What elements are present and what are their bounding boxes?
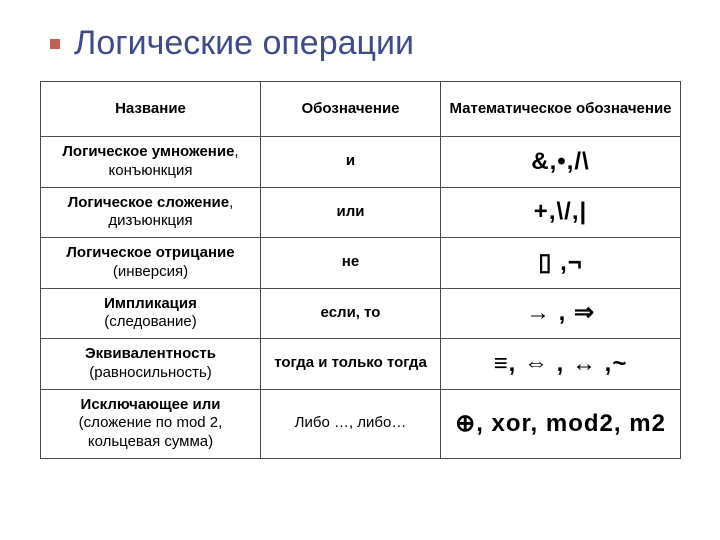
cell-name: Исключающее или(сложение по mod 2, кольц… [41, 389, 261, 458]
name-sub: конъюнкция [109, 162, 193, 179]
table-row: Логическое умножение,конъюнкция и &,•,/\ [41, 137, 681, 188]
designation-text: если, то [321, 304, 381, 321]
cell-name: Эквивалентность (равносильность) [41, 339, 261, 390]
table-header-row: Название Обозначение Математическое обоз… [41, 82, 681, 137]
table-row: Логическое отрицание (инверсия) не ▯ ,¬ [41, 238, 681, 289]
designation-text: Либо …, либо… [295, 414, 407, 431]
cell-math-notation: &,•,/\ [441, 137, 681, 188]
name-sub: (равносильность) [89, 364, 212, 381]
table-row: Эквивалентность (равносильность) тогда и т… [41, 339, 681, 390]
designation-text: или [337, 203, 365, 220]
cell-math-notation: ▯ ,¬ [441, 238, 681, 289]
cell-name: Логическое умножение,конъюнкция [41, 137, 261, 188]
name-main: Исключающее или [81, 396, 221, 413]
cell-name: Импликация(следование) [41, 288, 261, 339]
table-body: Логическое умножение,конъюнкцияи&,•,/\Ло… [41, 137, 681, 459]
slide: Логические операции Название Обозначение… [0, 0, 720, 540]
name-main: Эквивалентность [85, 345, 216, 362]
page-title: Логические операции [74, 24, 414, 63]
designation-text: тогда и только тогда [274, 354, 427, 371]
cell-designation: если, то [261, 288, 441, 339]
cell-designation: не [261, 238, 441, 289]
col-header-math: Математическое обозначение [441, 82, 681, 137]
cell-name: Логическое сложение,дизъюнкция [41, 187, 261, 238]
designation-text: не [342, 253, 359, 270]
table-row: Логическое сложение,дизъюнкция или +,\/,| [41, 187, 681, 238]
name-main: Импликация [104, 295, 197, 312]
title-bullet-icon [50, 39, 60, 49]
title-row: Логические операции [50, 24, 680, 63]
name-sub: (инверсия) [113, 263, 188, 280]
name-main: Логическое сложение [68, 194, 229, 211]
col-header-designation: Обозначение [261, 82, 441, 137]
cell-designation: Либо …, либо… [261, 389, 441, 458]
name-sub: (сложение по mod 2, кольцевая сумма) [79, 414, 223, 450]
name-sub: (следование) [104, 313, 197, 330]
col-header-name: Название [41, 82, 261, 137]
cell-name: Логическое отрицание (инверсия) [41, 238, 261, 289]
cell-math-notation: +,\/,| [441, 187, 681, 238]
name-sub: дизъюнкция [108, 212, 192, 229]
cell-designation: или [261, 187, 441, 238]
name-main: Логическое отрицание [66, 244, 234, 261]
table-row: Импликация(следование) если, то → , ⇒ [41, 288, 681, 339]
cell-math-notation: ⊕, xor, mod2, m2 [441, 389, 681, 458]
cell-designation: и [261, 137, 441, 188]
cell-math-notation: → , ⇒ [441, 288, 681, 339]
designation-text: и [346, 152, 355, 169]
table-row: Исключающее или(сложение по mod 2, кольц… [41, 389, 681, 458]
name-main: Логическое умножение [62, 143, 234, 160]
cell-designation: тогда и только тогда [261, 339, 441, 390]
logic-operations-table: Название Обозначение Математическое обоз… [40, 81, 681, 459]
cell-math-notation: ≡, ⇔ , ↔ ,~ [441, 339, 681, 390]
